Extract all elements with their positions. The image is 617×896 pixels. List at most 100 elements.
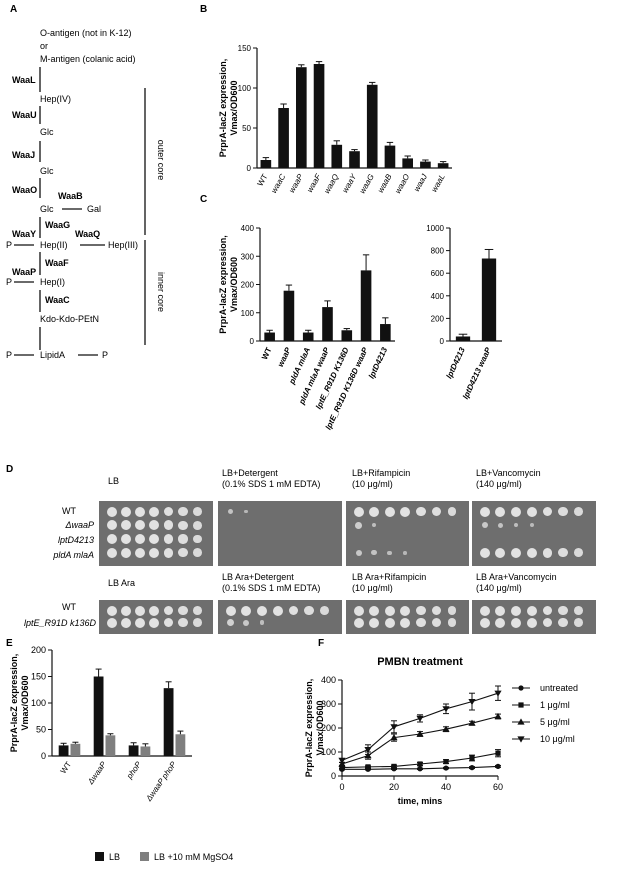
colony-spot [192,507,202,516]
colony-spot [120,520,131,531]
colony-spot [369,605,380,616]
x-tick-label: WT [256,172,270,187]
top-line-2: or [40,41,48,51]
bar [420,161,431,168]
marker [495,750,501,756]
x-tick-label: waaL [430,173,447,194]
panel-label-e: E [6,638,13,649]
x-tick-label: waaP [287,172,305,194]
marker [517,736,525,743]
legend-label: untreated [540,683,578,693]
colony-spot [304,605,314,616]
cond-top-1-l1: LB+Detergent [222,468,278,478]
agar-plate [346,501,469,566]
y-tick-label: 600 [431,269,445,278]
x-tick-label: lptD4213 waaP [461,345,493,400]
cond-bot-1-l1: LB Ara+Detergent [222,572,294,582]
enzyme-waaJ: WaaJ [12,150,35,160]
legend-label: 10 μg/ml [540,734,575,744]
strain-top-3: pldA mlaA [52,550,94,560]
colony-spot [120,547,131,558]
colony-spot [497,522,503,528]
top-line-1: O-antigen (not in K-12) [40,28,132,38]
bar [163,688,174,756]
marker [364,752,372,759]
colony-spot [178,617,188,628]
colony-spot [542,506,553,517]
node-gal: Gal [87,204,101,214]
bar [175,734,186,756]
y-tick-label: 100 [238,84,252,93]
colony-spot [447,507,457,516]
colony-spot [163,547,174,558]
y-tick-label: 300 [321,699,336,709]
x-tick-label: waaJ [412,172,430,194]
y-tick-label: 150 [238,44,252,53]
inner-core-label: inner core [156,272,166,312]
colony-spot [163,605,174,616]
colony-spot [120,617,131,628]
colony-spot [149,617,160,628]
colony-spot [106,520,117,531]
enzyme-waaG: WaaG [45,220,70,230]
marker [468,719,476,726]
x-tick-label: lptD4213 [367,346,389,381]
chart-e: 0 50 100 150 200 WT ΔwaaP phoP ΔwaaP phoP PrprA-l… [9,645,233,862]
y-axis-title-line: Vmax/OD600 [315,700,325,755]
y-tick-label: 100 [321,747,336,757]
enzyme-waaL: WaaL [12,75,36,85]
colony-spot [149,506,160,517]
colony-spot [320,606,330,615]
agar-plate [472,600,596,634]
colony-spot [227,508,234,515]
colony-spot [526,547,537,558]
y-tick-label: 200 [431,314,445,323]
colony-spot [558,548,568,558]
colony-spot [178,506,188,517]
bar [313,64,325,168]
y-tick-label: 400 [321,675,336,685]
bar [455,336,471,341]
y-tick-label: 1000 [426,224,444,233]
colony-spot [415,617,426,628]
cond-top-3: LB+Vancomycin (140 μg/ml) [476,468,541,489]
bar [341,330,353,341]
bar [58,745,69,756]
cond-top-2-l2: (10 μg/ml) [352,479,393,489]
marker [469,755,475,761]
x-tick-label: waaC [269,172,287,194]
colony-spot [529,523,534,528]
node-lipida: LipidA [40,350,65,360]
marker [391,763,397,769]
colony-spot [510,605,521,616]
cond-top-2: LB+Rifampicin (10 μg/ml) [352,468,410,489]
colony-spot [178,520,188,530]
colony-spot [106,617,117,628]
panel-label-f: F [318,638,324,649]
legend-label: 1 μg/ml [540,700,570,710]
colony-spot [400,605,411,616]
colony-spot [558,506,568,517]
colony-spot [371,550,377,556]
colony-spot [574,606,584,615]
colony-spot [495,605,506,616]
bar [264,332,275,341]
x-tick-label: waaP [276,345,293,368]
colony-spot [135,534,146,544]
enzyme-waaY: WaaY [12,229,36,239]
colony-spot [192,618,202,627]
cond-top-2-l1: LB+Rifampicin [352,468,410,478]
colony-spot [259,620,265,625]
colony-spot [241,605,252,616]
x-tick-label: waaO [393,173,411,196]
colony-spot [369,506,380,517]
cond-top-1-l2: (0.1% SDS 1 mM EDTA) [222,479,320,489]
panel-a-pathway: A O-antigen (not in K-12) or M-antigen (… [6,4,166,360]
y-axis-title-line: Vmax/OD600 [229,80,239,135]
y-tick-label: 50 [242,124,251,133]
colony-spot [431,506,441,517]
colony-spot [369,617,380,628]
